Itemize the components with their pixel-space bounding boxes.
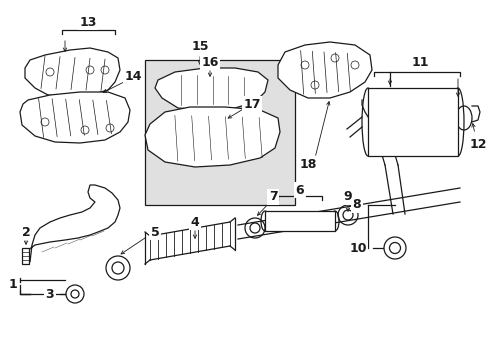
Bar (145, 60, 294, 205)
Text: 10: 10 (348, 242, 366, 255)
Text: 14: 14 (124, 69, 142, 82)
Polygon shape (25, 48, 120, 97)
Text: 3: 3 (45, 288, 54, 301)
Text: 4: 4 (190, 216, 199, 229)
Text: 1: 1 (9, 278, 18, 291)
Bar (22, 248, 29, 264)
Text: 18: 18 (299, 158, 316, 171)
Text: 17: 17 (243, 98, 260, 111)
Text: 13: 13 (79, 15, 97, 28)
Text: 2: 2 (21, 225, 30, 238)
Bar (367, 88, 457, 156)
Text: 5: 5 (150, 225, 159, 238)
Text: 11: 11 (410, 55, 428, 68)
Bar (264, 211, 334, 231)
Text: 15: 15 (191, 40, 208, 54)
Polygon shape (28, 185, 120, 262)
Polygon shape (278, 42, 371, 98)
Text: 12: 12 (468, 138, 486, 150)
Polygon shape (155, 68, 267, 110)
Text: 8: 8 (352, 198, 361, 211)
Polygon shape (145, 107, 280, 167)
Text: 16: 16 (201, 55, 218, 68)
Polygon shape (20, 92, 130, 143)
Text: 6: 6 (295, 184, 304, 197)
Text: 7: 7 (268, 190, 277, 203)
Text: 9: 9 (343, 190, 351, 203)
